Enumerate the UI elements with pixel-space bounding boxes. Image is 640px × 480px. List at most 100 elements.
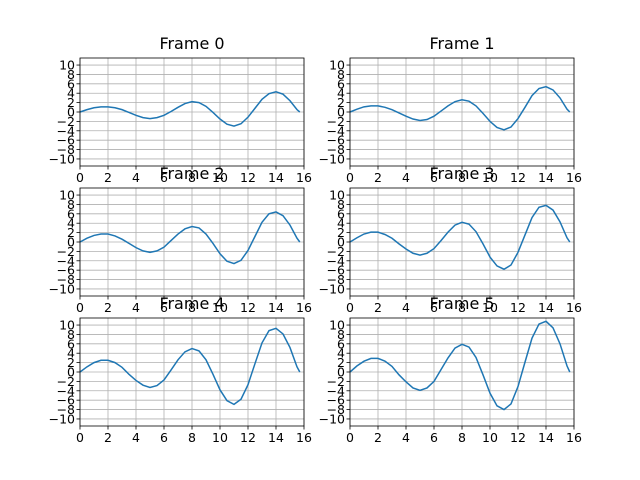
- x-tick-label: 12: [510, 300, 526, 315]
- y-tick-label: −6: [327, 263, 345, 278]
- y-tick-label: 8: [67, 67, 75, 82]
- y-tick-label: −10: [319, 151, 345, 166]
- y-tick-label: −8: [327, 272, 345, 287]
- y-tick-label: −6: [327, 133, 345, 148]
- x-tick-label: 14: [268, 300, 284, 315]
- y-tick-label: 0: [337, 235, 345, 250]
- y-tick-label: 0: [67, 105, 75, 120]
- y-tick-label: 2: [337, 355, 345, 370]
- x-tick-label: 2: [104, 170, 112, 185]
- y-tick-label: 0: [67, 365, 75, 380]
- y-tick-label: −8: [57, 402, 75, 417]
- x-tick-label: 16: [296, 430, 312, 445]
- x-tick-label: 10: [482, 170, 498, 185]
- y-tick-label: −4: [57, 123, 75, 138]
- x-tick-label: 0: [76, 300, 84, 315]
- y-tick-label: −2: [57, 244, 75, 259]
- x-tick-label: 14: [268, 430, 284, 445]
- x-tick-label: 6: [430, 430, 438, 445]
- x-tick-label: 4: [402, 170, 410, 185]
- x-tick-label: 6: [160, 170, 168, 185]
- x-tick-label: 4: [132, 430, 140, 445]
- y-tick-label: −4: [327, 253, 345, 268]
- x-tick-label: 0: [346, 170, 354, 185]
- y-tick-label: −4: [57, 253, 75, 268]
- x-tick-label: 6: [160, 300, 168, 315]
- y-tick-label: 10: [329, 58, 345, 73]
- x-tick-label: 2: [374, 170, 382, 185]
- y-tick-label: −4: [327, 383, 345, 398]
- y-tick-label: −4: [327, 123, 345, 138]
- y-tick-label: −6: [57, 263, 75, 278]
- x-tick-label: 2: [104, 430, 112, 445]
- y-tick-label: 10: [59, 58, 75, 73]
- subplot-title: Frame 2: [159, 164, 224, 183]
- y-tick-label: −2: [327, 114, 345, 129]
- y-tick-label: −8: [57, 142, 75, 157]
- y-tick-label: 8: [337, 197, 345, 212]
- y-tick-label: 4: [337, 346, 345, 361]
- x-tick-label: 16: [296, 300, 312, 315]
- y-tick-label: 4: [67, 86, 75, 101]
- x-tick-label: 4: [132, 300, 140, 315]
- series-line: [349, 85, 571, 131]
- x-tick-label: 16: [296, 170, 312, 185]
- x-tick-label: 10: [212, 430, 228, 445]
- y-tick-label: 6: [67, 336, 75, 351]
- x-tick-label: 2: [374, 430, 382, 445]
- y-tick-label: 0: [67, 235, 75, 250]
- x-tick-label: 4: [402, 430, 410, 445]
- x-tick-label: 0: [76, 430, 84, 445]
- x-tick-label: 14: [538, 170, 554, 185]
- x-tick-label: 12: [240, 430, 256, 445]
- y-tick-label: −8: [327, 402, 345, 417]
- x-tick-label: 8: [458, 170, 466, 185]
- y-tick-label: 2: [67, 95, 75, 110]
- y-tick-label: −10: [319, 281, 345, 296]
- y-tick-label: −6: [57, 133, 75, 148]
- y-tick-label: −6: [57, 393, 75, 408]
- x-tick-label: 16: [566, 170, 582, 185]
- y-tick-label: 10: [59, 318, 75, 333]
- y-tick-label: 2: [337, 225, 345, 240]
- x-tick-label: 2: [104, 300, 112, 315]
- y-tick-label: 10: [329, 318, 345, 333]
- y-tick-label: 2: [337, 95, 345, 110]
- x-tick-label: 6: [160, 430, 168, 445]
- y-tick-label: −2: [57, 114, 75, 129]
- y-tick-label: 4: [337, 216, 345, 231]
- y-tick-label: 8: [67, 197, 75, 212]
- y-tick-label: 6: [67, 206, 75, 221]
- y-tick-label: 6: [337, 206, 345, 221]
- y-tick-label: −2: [327, 244, 345, 259]
- y-tick-label: 8: [337, 327, 345, 342]
- x-tick-label: 14: [538, 300, 554, 315]
- x-tick-label: 4: [402, 300, 410, 315]
- series-line: [349, 320, 571, 411]
- y-tick-label: −2: [57, 374, 75, 389]
- series-line: [79, 327, 301, 406]
- y-tick-label: −8: [327, 142, 345, 157]
- x-tick-label: 8: [458, 430, 466, 445]
- series-line: [79, 211, 301, 265]
- series-line: [79, 91, 301, 127]
- x-tick-label: 12: [240, 170, 256, 185]
- y-tick-label: 4: [67, 346, 75, 361]
- x-tick-label: 8: [458, 300, 466, 315]
- y-tick-label: −8: [57, 272, 75, 287]
- x-tick-label: 4: [132, 170, 140, 185]
- y-tick-label: −10: [49, 151, 75, 166]
- subplot-title: Frame 5: [429, 294, 494, 313]
- y-tick-label: 0: [337, 105, 345, 120]
- x-tick-label: 0: [346, 300, 354, 315]
- x-tick-label: 10: [212, 170, 228, 185]
- y-tick-label: 6: [67, 76, 75, 91]
- x-tick-label: 14: [268, 170, 284, 185]
- x-tick-label: 6: [430, 170, 438, 185]
